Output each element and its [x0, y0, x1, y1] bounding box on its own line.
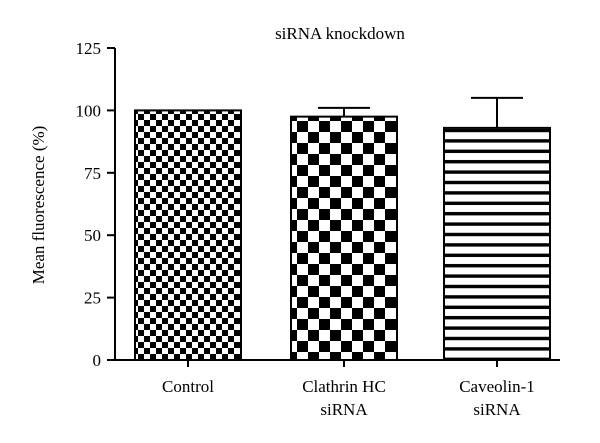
- y-tick-label: 125: [76, 39, 102, 58]
- x-tick-label: Clathrin HC: [302, 377, 386, 396]
- x-tick-label: siRNA: [320, 400, 368, 419]
- bar-1: [134, 109, 242, 362]
- y-tick-label: 0: [93, 351, 102, 370]
- y-axis-label: Mean fluorescence (%): [29, 126, 48, 285]
- bar-3: [443, 126, 551, 362]
- x-tick-label: Caveolin-1: [459, 377, 535, 396]
- chart-title: siRNA knockdown: [275, 24, 405, 43]
- plot-area: 0 25 50 75 100 125 Control Clathrin HC siRNA Cave…: [76, 39, 560, 419]
- y-tick-label: 50: [84, 226, 101, 245]
- y-tick-label: 25: [84, 289, 101, 308]
- x-tick-label: Control: [162, 377, 214, 396]
- y-tick-label: 100: [76, 101, 102, 120]
- y-tick-label: 75: [84, 164, 101, 183]
- x-tick-label: siRNA: [473, 400, 521, 419]
- bar-2: [290, 115, 398, 361]
